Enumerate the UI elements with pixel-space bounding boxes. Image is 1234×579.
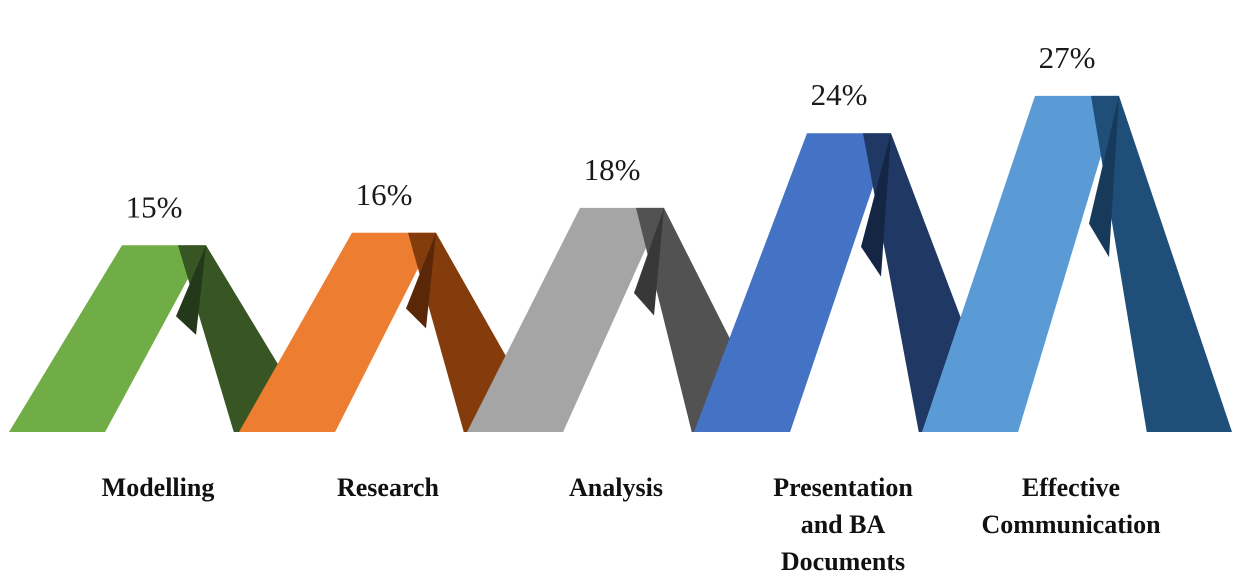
data-label: 15% [126,189,183,224]
category-label: Effective Communication [981,473,1161,539]
category-label: Analysis [569,473,663,502]
category-label: Presentation and BA Documents [773,473,913,576]
data-label: 27% [1039,40,1096,75]
category-label: Modelling [102,473,215,502]
bar-back [1091,95,1232,432]
bar-fold-shade [861,133,891,277]
data-label: 16% [356,177,413,212]
bar-fold-shade [176,245,206,335]
bar-5 [922,95,1232,432]
bar-front [9,245,206,432]
bar-front [694,133,891,432]
bar-front [239,232,436,432]
data-label: 18% [584,152,641,187]
bar-front [467,207,664,432]
bar-fold-shade [406,232,436,329]
data-label: 24% [811,77,868,112]
chart-marks [9,95,1232,432]
bar-fold-shade [1089,95,1119,258]
bar-front [922,95,1119,432]
chart-labels: 15% Modelling 16% Research 18% Analysis 24% Pre… [102,40,1161,576]
bar-fold-shade [634,207,664,316]
category-label: Research [337,473,440,502]
